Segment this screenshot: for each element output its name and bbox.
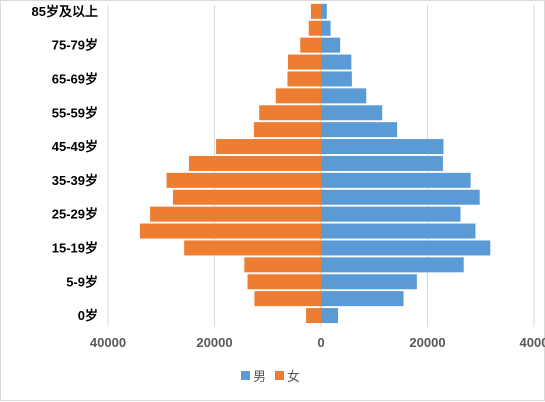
bar-male bbox=[321, 206, 461, 222]
bar-female bbox=[275, 88, 321, 104]
y-tick-label: 75-79岁 bbox=[52, 38, 98, 53]
bar-female bbox=[287, 71, 321, 87]
y-tick-label: 15-19岁 bbox=[52, 240, 98, 255]
legend-label: 女 bbox=[287, 369, 300, 385]
bar-male bbox=[321, 20, 331, 36]
legend-swatch bbox=[241, 371, 250, 380]
bar-male bbox=[321, 71, 352, 87]
bar-female bbox=[172, 189, 321, 205]
bar-male bbox=[321, 88, 367, 104]
bar-male bbox=[321, 122, 398, 138]
bar-female bbox=[310, 3, 321, 19]
bars bbox=[139, 3, 491, 324]
y-tick-label: 55-59岁 bbox=[52, 105, 98, 120]
bar-female bbox=[216, 139, 321, 155]
x-tick-label: 40000 bbox=[90, 335, 126, 350]
bar-female bbox=[259, 105, 321, 121]
bar-male bbox=[321, 139, 444, 155]
bar-female bbox=[287, 54, 321, 70]
bar-female bbox=[184, 240, 321, 256]
x-tick-label: 20000 bbox=[196, 335, 232, 350]
bar-male bbox=[321, 291, 404, 307]
bar-male bbox=[321, 274, 417, 290]
bar-male bbox=[321, 189, 480, 205]
legend: 男女 bbox=[241, 369, 300, 385]
bar-female bbox=[139, 223, 321, 239]
y-tick-label: 45-49岁 bbox=[52, 139, 98, 154]
bar-male bbox=[321, 105, 383, 121]
y-tick-label: 65-69岁 bbox=[52, 71, 98, 86]
x-tick-label: 20000 bbox=[409, 335, 445, 350]
y-tick-label: 35-39岁 bbox=[52, 173, 98, 188]
x-tick-label: 0 bbox=[317, 335, 324, 350]
bar-male bbox=[321, 172, 471, 188]
x-tick-label: 4000 bbox=[520, 335, 545, 350]
bar-female bbox=[308, 20, 321, 36]
bar-female bbox=[150, 206, 321, 222]
bar-male bbox=[321, 37, 341, 53]
bar-male bbox=[321, 240, 491, 256]
y-tick-label: 85岁及以上 bbox=[32, 4, 98, 19]
bar-male bbox=[321, 257, 464, 273]
y-axis-tick-labels: 0岁 5-9岁 15-19岁 25-29岁 35-39岁 45-49岁 55-59岁 65-6… bbox=[32, 4, 98, 323]
y-tick-label: 25-29岁 bbox=[52, 207, 98, 222]
bar-male bbox=[321, 308, 339, 324]
bar-female bbox=[253, 122, 321, 138]
bar-female bbox=[254, 291, 321, 307]
bar-female bbox=[166, 172, 321, 188]
y-tick-label: 5-9岁 bbox=[66, 274, 98, 289]
bar-female bbox=[244, 257, 321, 273]
bar-male bbox=[321, 3, 327, 19]
y-tick-label: 0岁 bbox=[78, 308, 98, 323]
bar-female bbox=[306, 308, 321, 324]
x-axis-tick-labels: 40000 20000 0 20000 4000 bbox=[90, 335, 545, 350]
bar-male bbox=[321, 223, 476, 239]
bar-female bbox=[300, 37, 321, 53]
legend-label: 男 bbox=[253, 370, 266, 385]
legend-swatch bbox=[275, 371, 284, 380]
bar-female bbox=[188, 155, 321, 171]
bar-female bbox=[247, 274, 321, 290]
bar-male bbox=[321, 54, 352, 70]
bar-male bbox=[321, 155, 443, 171]
